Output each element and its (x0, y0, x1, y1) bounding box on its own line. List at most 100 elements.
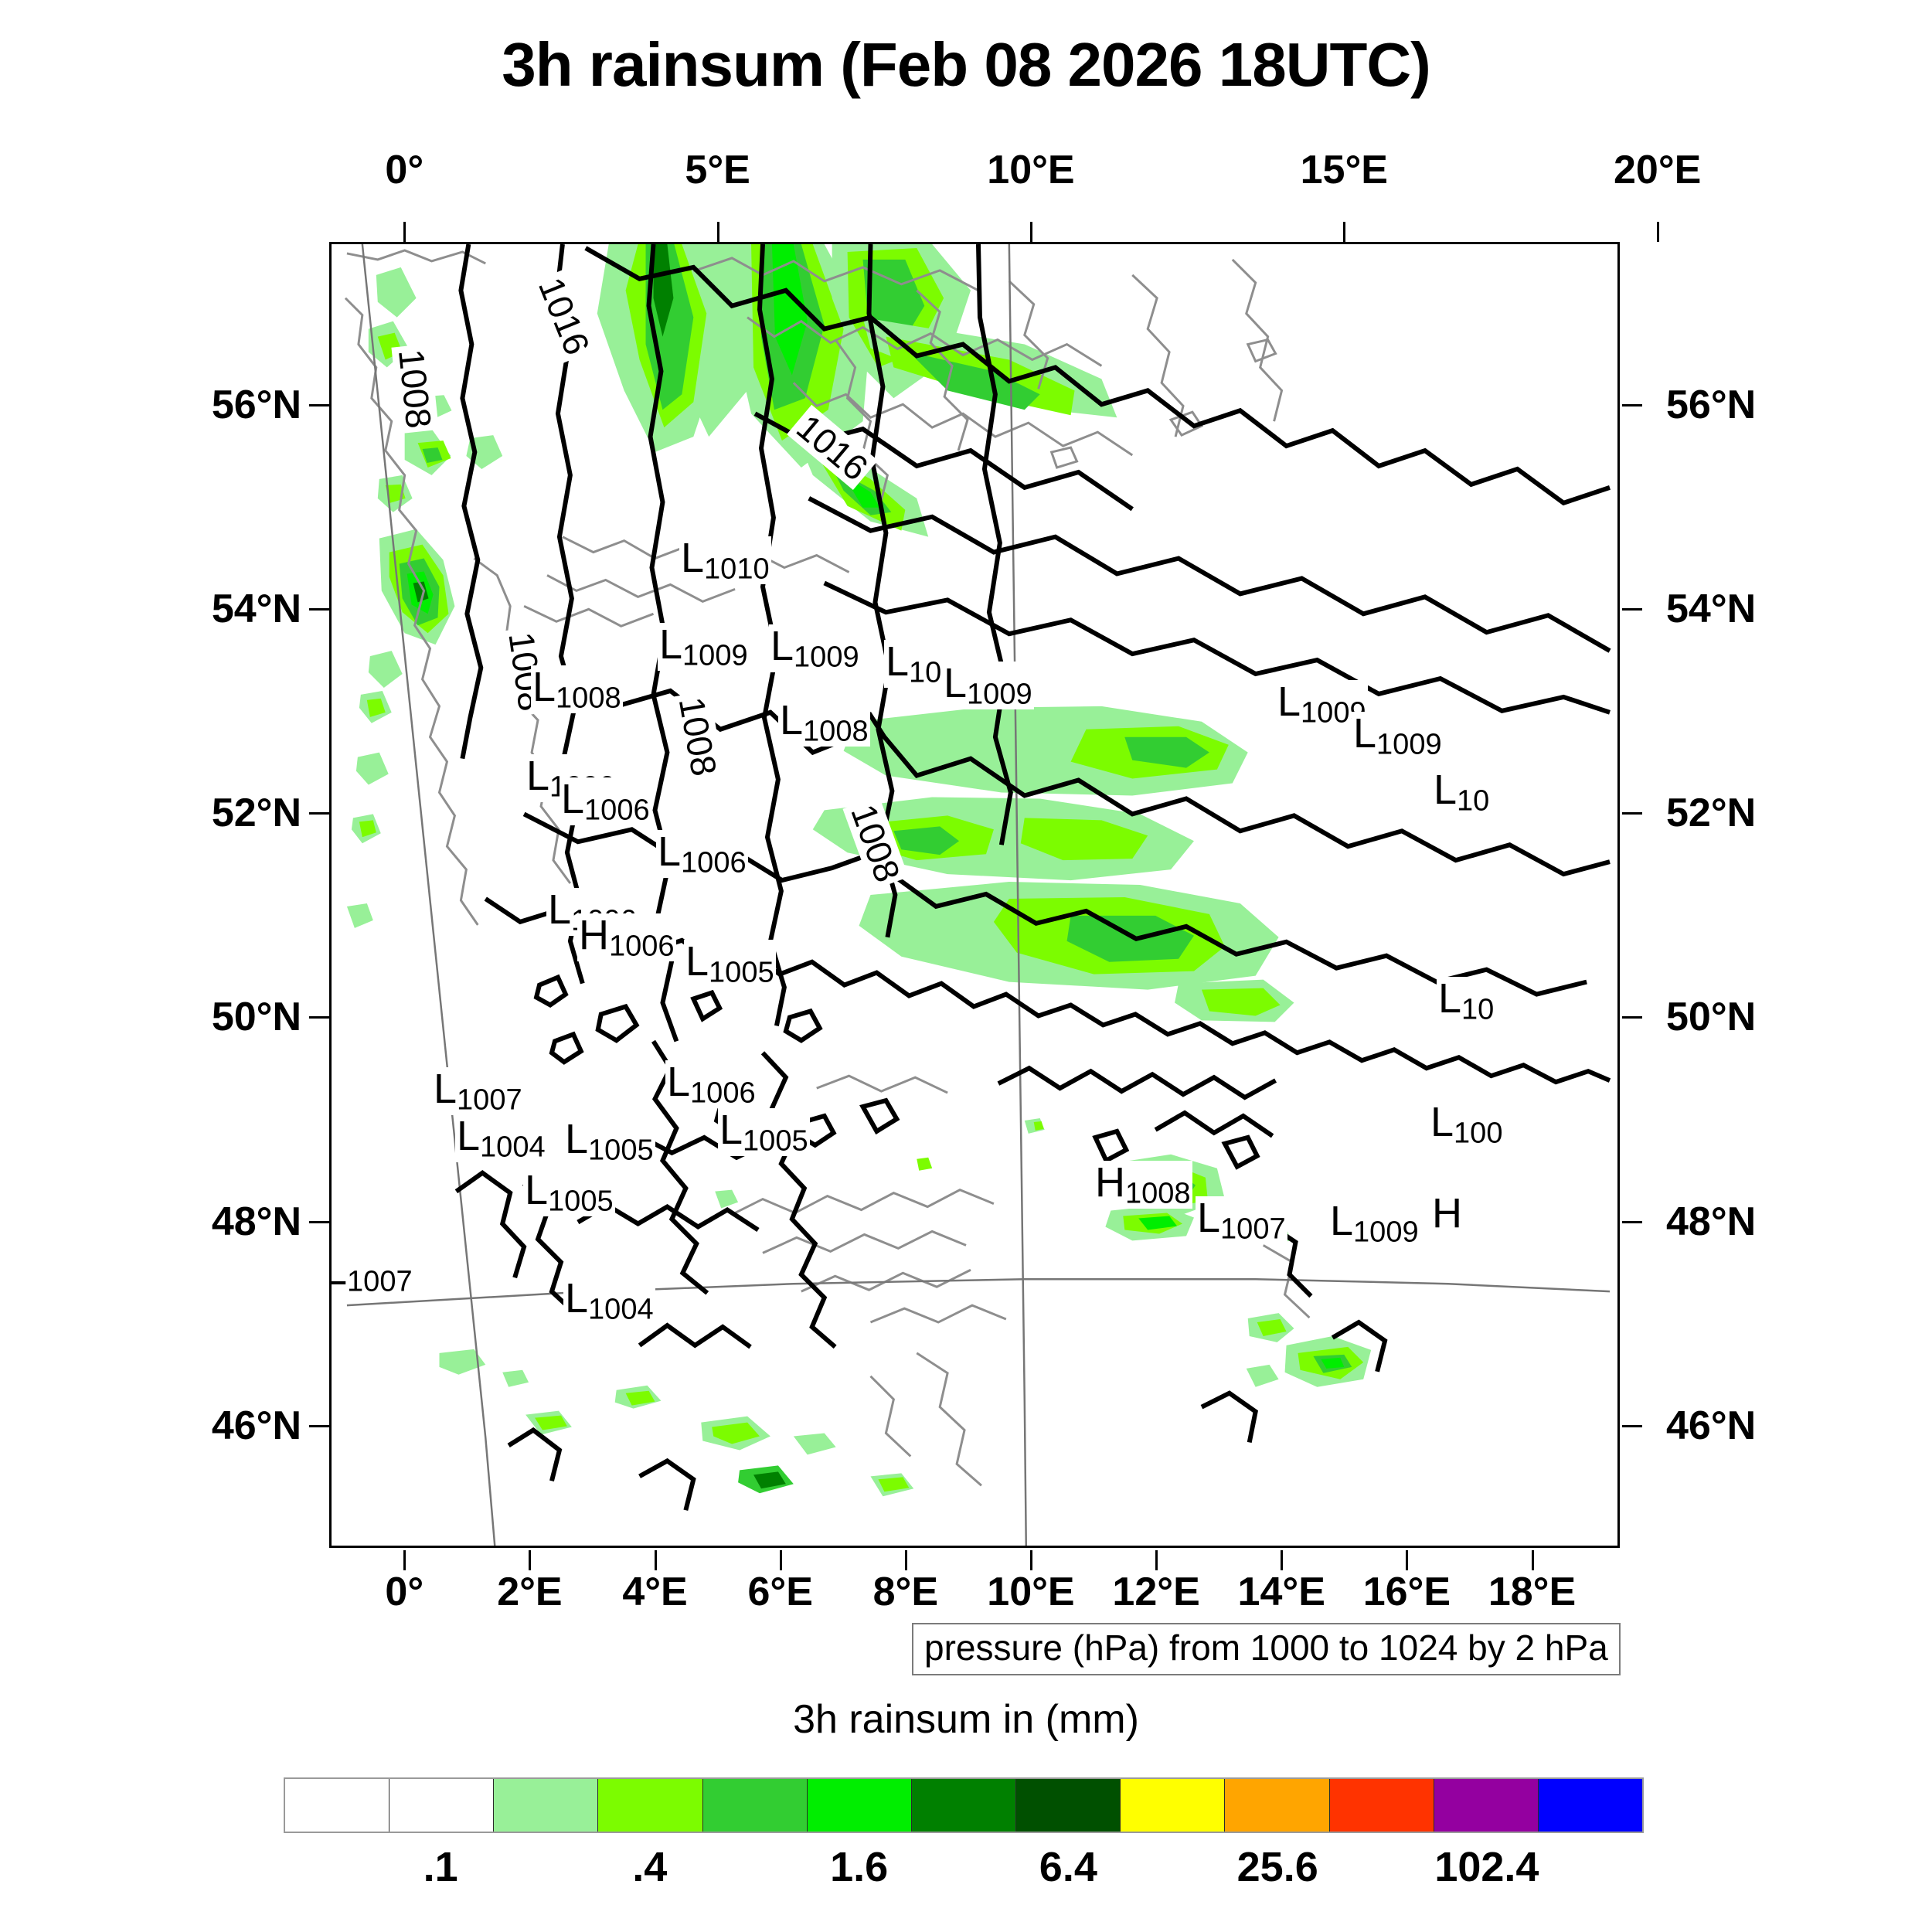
x-axis-tick-bottom (1029, 1550, 1032, 1570)
y-axis-tick-label-left: 52°N (211, 791, 301, 836)
pressure-center-marker: L10 (1432, 767, 1492, 818)
y-axis-tick-label-right: 52°N (1666, 791, 1757, 836)
pressure-center-marker: L1006 (560, 776, 651, 827)
x-axis-tick-label-bottom: 4°E (622, 1570, 688, 1614)
pressure-center-marker: H (1430, 1192, 1464, 1240)
x-axis-tick-label-bottom: 8°E (872, 1570, 939, 1614)
x-axis-tick-label-bottom: 18°E (1488, 1570, 1577, 1614)
colorbar-swatch[interactable] (1434, 1779, 1539, 1832)
x-axis-tick-bottom (904, 1550, 907, 1570)
pressure-center-marker: H1008 (1094, 1159, 1192, 1210)
y-axis-tick-label-left: 46°N (211, 1403, 301, 1448)
x-axis-tick-label-top: 15°E (1300, 148, 1388, 192)
x-axis-tick-bottom (1155, 1550, 1158, 1570)
y-axis-tick-right (1622, 1220, 1642, 1223)
x-axis-tick-label-bottom: 6°E (747, 1570, 813, 1614)
isobar-layer (454, 244, 1611, 1511)
pressure-center-marker: L10 (1437, 975, 1496, 1026)
y-axis-tick-label-left: 48°N (211, 1199, 301, 1244)
colorbar-tick-label: 102.4 (1434, 1844, 1539, 1890)
pressure-center-marker: H1006 (577, 912, 676, 963)
y-axis-tick-right (1622, 1016, 1642, 1019)
pressure-center-marker: L1006 (656, 828, 748, 879)
y-axis-tick-label-left: 54°N (211, 587, 301, 632)
x-axis-tick-label-top: 20°E (1613, 148, 1702, 192)
colorbar-swatch[interactable] (702, 1779, 808, 1832)
colorbar-tick-label: 1.6 (830, 1844, 889, 1890)
y-axis-tick-right (1622, 404, 1642, 407)
y-axis-tick-left (309, 1220, 329, 1223)
x-axis-tick-label-top: 10°E (987, 148, 1075, 192)
graticule-layer (346, 244, 1611, 1546)
colorbar-tick-label: .1 (423, 1844, 458, 1890)
x-axis-tick-label-bottom: 0° (385, 1570, 424, 1614)
colorbar-tick-labels: .1 .4 1.6 6.4 25.6 102.4 (284, 1843, 1644, 1897)
pressure-center-marker: L1010 (679, 535, 771, 586)
colorbar-swatch[interactable] (598, 1779, 703, 1832)
x-axis-tick-label-bottom: 16°E (1362, 1570, 1451, 1614)
y-axis-tick-label-right: 50°N (1666, 995, 1757, 1040)
map-plot-area[interactable]: 1016 1008 1016 1008 1008 1008 L1010 L100… (329, 242, 1620, 1548)
y-axis-tick-right (1622, 608, 1642, 611)
pressure-center-marker: L100 (1429, 1099, 1505, 1150)
y-axis-tick-left (309, 608, 329, 611)
y-axis-tick-left (309, 1424, 329, 1427)
y-axis-tick-label-right: 56°N (1666, 383, 1757, 428)
pressure-center-marker: L1007 (432, 1066, 524, 1117)
pressure-center-marker: L1007 (332, 1249, 414, 1298)
colorbar-swatch[interactable] (1329, 1779, 1434, 1832)
x-axis-tick-top (1029, 222, 1032, 242)
y-axis-tick-label-left: 50°N (211, 995, 301, 1040)
colorbar-swatch[interactable] (1121, 1779, 1226, 1832)
x-axis-tick-bottom (403, 1550, 406, 1570)
colorbar-swatch[interactable] (1016, 1779, 1121, 1832)
pressure-center-marker: L1004 (455, 1113, 547, 1164)
colorbar-tick-label: .4 (632, 1844, 668, 1890)
x-axis-tick-bottom (1281, 1550, 1284, 1570)
x-axis-tick-label-bottom: 2°E (497, 1570, 563, 1614)
colorbar-swatch[interactable] (807, 1779, 912, 1832)
pressure-center-marker: L1005 (563, 1116, 655, 1167)
colorbar[interactable] (284, 1777, 1644, 1833)
x-axis-tick-top (716, 222, 719, 242)
colorbar-swatch[interactable] (911, 1779, 1017, 1832)
x-axis-tick-label-bottom: 10°E (987, 1570, 1075, 1614)
pressure-center-marker: L1004 (563, 1275, 655, 1326)
pressure-center-marker: L1009 (769, 623, 861, 674)
pressure-center-marker: L1009 (1328, 1198, 1420, 1249)
y-axis-tick-right (1622, 812, 1642, 815)
pressure-center-marker: L1005 (684, 938, 776, 989)
y-axis-tick-label-left: 56°N (211, 383, 301, 428)
y-axis-tick-label-right: 54°N (1666, 587, 1757, 632)
pressure-center-marker: L1008 (531, 664, 623, 715)
y-axis-tick-left (309, 1016, 329, 1019)
x-axis-tick-label-top: 0° (385, 148, 424, 192)
y-axis-tick-label-right: 48°N (1666, 1199, 1757, 1244)
x-axis-tick-label-bottom: 12°E (1112, 1570, 1200, 1614)
x-axis-tick-label-bottom: 14°E (1237, 1570, 1325, 1614)
colorbar-swatch[interactable] (1225, 1779, 1330, 1832)
pressure-center-marker: L1009 (942, 660, 1034, 711)
pressure-center-marker: L1006 (665, 1059, 757, 1110)
page-title: 3h rainsum (Feb 08 2026 18UTC) (502, 30, 1431, 99)
colorbar-title: 3h rainsum in (mm) (793, 1697, 1139, 1742)
colorbar-swatch[interactable] (494, 1779, 599, 1832)
x-axis-tick-bottom (779, 1550, 782, 1570)
map-canvas (344, 244, 1611, 1546)
x-axis-tick-top (1343, 222, 1346, 242)
pressure-center-marker: L1009 (658, 621, 750, 672)
colorbar-swatch[interactable] (285, 1779, 390, 1832)
colorbar-swatch[interactable] (1538, 1779, 1643, 1832)
x-axis-tick-bottom (529, 1550, 532, 1570)
x-axis-tick-bottom (654, 1550, 657, 1570)
pressure-center-marker: L1008 (778, 697, 870, 748)
x-axis-tick-top (1656, 222, 1659, 242)
x-axis-tick-bottom (1531, 1550, 1534, 1570)
x-axis-tick-top (403, 222, 406, 242)
y-axis-tick-left (309, 812, 329, 815)
y-axis-tick-right (1622, 1424, 1642, 1427)
x-axis-tick-bottom (1406, 1550, 1409, 1570)
colorbar-swatch[interactable] (389, 1779, 495, 1832)
y-axis-tick-left (309, 404, 329, 407)
